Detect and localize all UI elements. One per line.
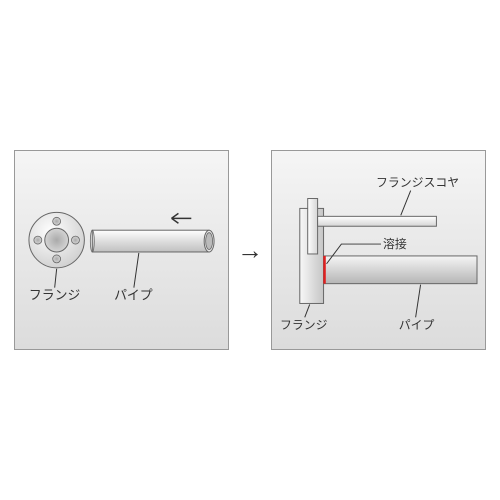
square-tool-shape: [308, 199, 437, 254]
leader-line: [401, 191, 411, 216]
square-label: フランジスコヤ: [376, 176, 459, 190]
leader-line: [416, 285, 421, 318]
pipe-shape: [90, 230, 214, 252]
direction-arrow-icon: [171, 213, 191, 223]
diagram-container: フランジ パイプ →: [14, 150, 486, 350]
leader-line: [305, 304, 310, 317]
leader-line: [134, 253, 139, 288]
flange-shape: [29, 212, 84, 267]
left-panel: フランジ パイプ: [14, 150, 229, 350]
pipe-label-right: パイプ: [399, 318, 435, 332]
left-diagram: フランジ パイプ: [15, 151, 228, 349]
right-panel: フランジスコヤ 溶接 フランジ パイプ: [271, 150, 486, 350]
flange-label-right: フランジ: [280, 318, 328, 332]
pipe-label-left: パイプ: [114, 288, 153, 303]
arrow-icon: →: [237, 235, 263, 266]
leader-line: [55, 269, 57, 288]
flange-label-left: フランジ: [29, 288, 81, 303]
pipe-side-shape: [324, 256, 477, 284]
right-diagram: フランジスコヤ 溶接 フランジ パイプ: [272, 151, 485, 349]
weld-label: 溶接: [383, 237, 407, 251]
